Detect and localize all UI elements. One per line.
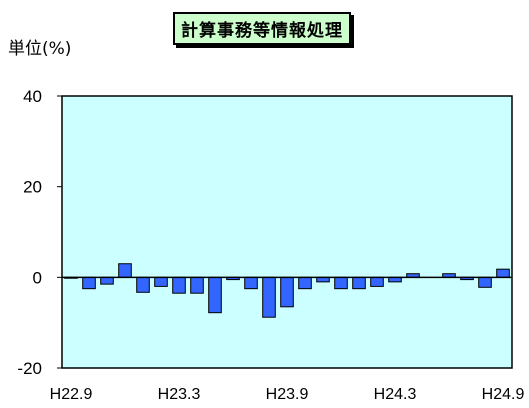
bar <box>298 276 312 290</box>
y-axis: 40 20 0 -20 <box>17 87 62 378</box>
bar <box>280 276 294 308</box>
y-tick-label: 0 <box>33 268 42 287</box>
y-tick-label: 20 <box>23 178 42 197</box>
bar <box>208 276 222 314</box>
x-tick-label: H23.9 <box>266 386 309 403</box>
unit-label: 単位(%) <box>8 39 72 59</box>
x-tick-label: H23.3 <box>158 386 201 403</box>
x-tick-label: H22.9 <box>50 386 93 403</box>
y-tick-label: -20 <box>17 359 42 378</box>
bar <box>370 276 384 287</box>
bar <box>100 276 114 285</box>
bar <box>154 276 168 287</box>
plot-area <box>61 95 513 369</box>
bar <box>172 276 186 294</box>
bar <box>244 276 258 290</box>
bar <box>496 268 510 278</box>
bar <box>262 276 276 318</box>
y-tick-label: 40 <box>23 87 42 106</box>
bar <box>136 276 150 293</box>
x-tick-label: H24.3 <box>374 386 417 403</box>
bar <box>352 276 366 290</box>
bar <box>478 276 492 288</box>
bar <box>118 263 132 278</box>
chart-title: 計算事務等情報処理 <box>173 12 351 45</box>
bar <box>334 276 348 290</box>
x-axis: H22.9 H23.3 H23.9 H24.3 H24.9 <box>50 386 525 403</box>
bar <box>190 276 204 294</box>
bar <box>82 276 96 290</box>
x-tick-label: H24.9 <box>482 386 525 403</box>
